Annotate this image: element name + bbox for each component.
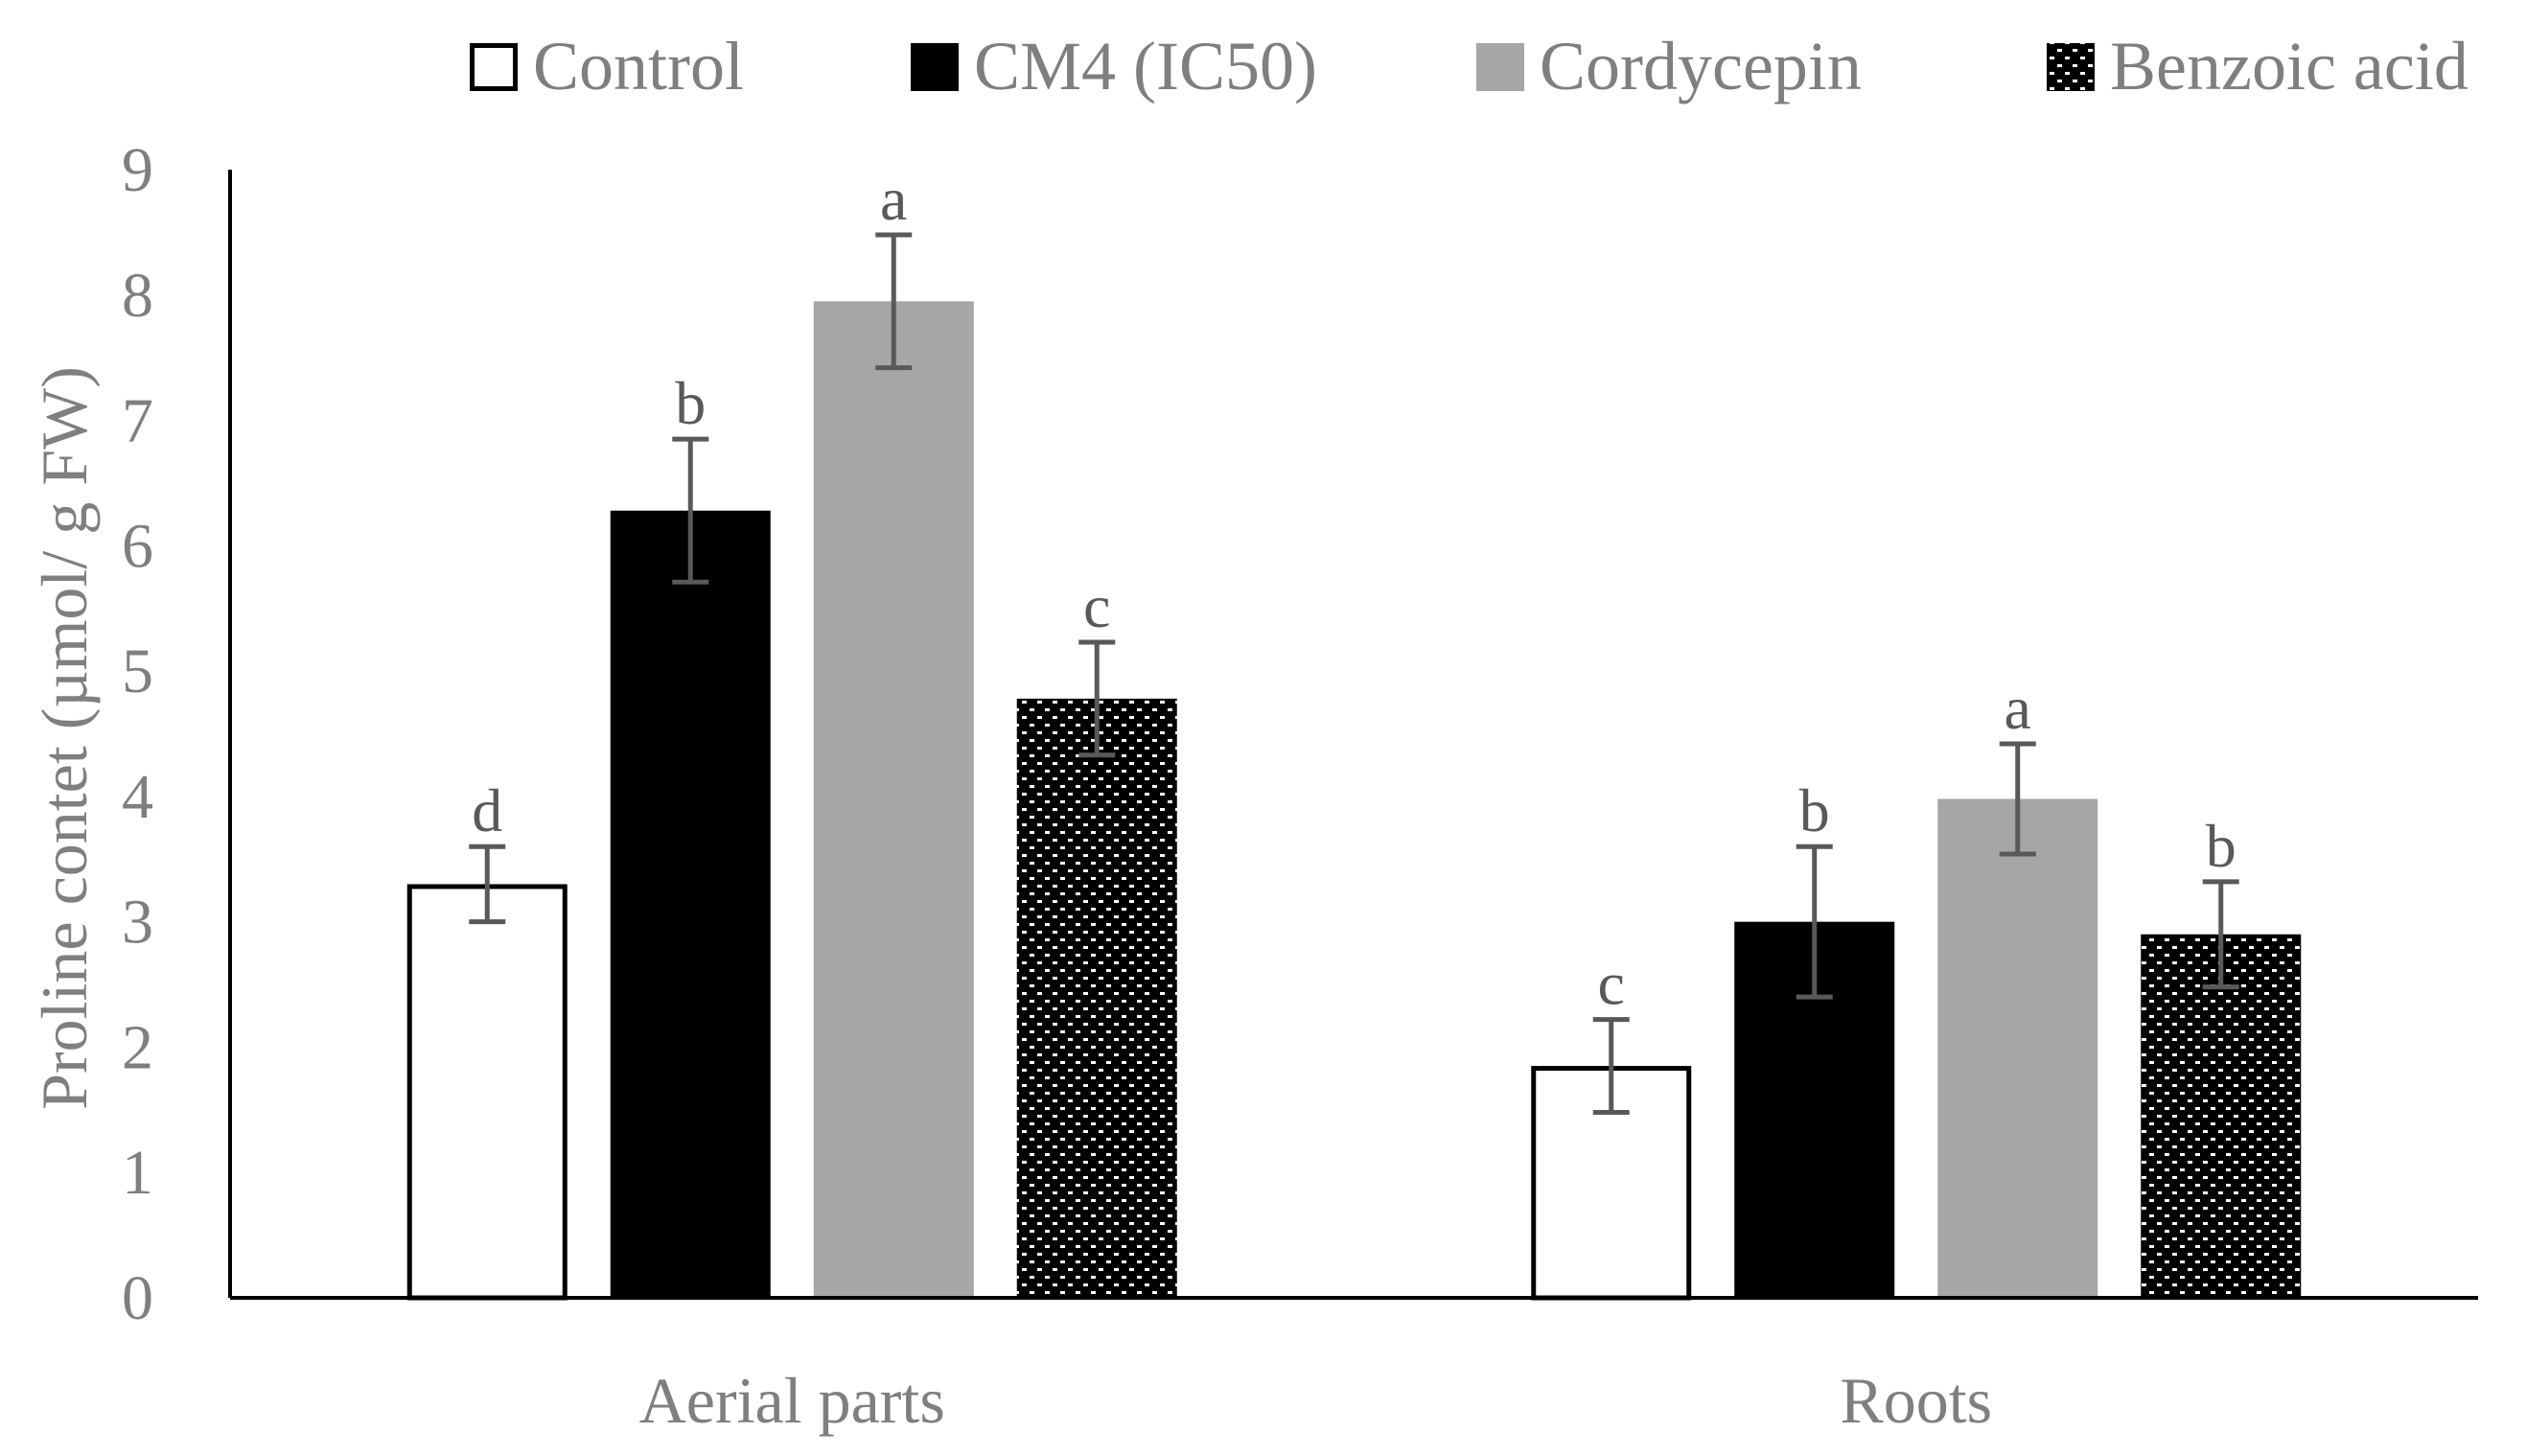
legend-swatch-1 bbox=[911, 43, 959, 91]
y-tick-label-1: 1 bbox=[122, 1138, 153, 1208]
x-axis-category-labels: Aerial parts Roots bbox=[639, 1364, 1992, 1437]
bar-0-2 bbox=[813, 301, 974, 1299]
legend-swatch-2 bbox=[1476, 43, 1524, 91]
bar-0-3 bbox=[1016, 698, 1177, 1298]
y-tick-label-5: 5 bbox=[122, 636, 153, 706]
bars bbox=[406, 301, 2302, 1301]
legend-swatch-0 bbox=[470, 43, 518, 91]
x-category-label-1: Roots bbox=[1840, 1364, 1992, 1437]
significance-label-0-1: b bbox=[675, 369, 706, 437]
y-tick-label-9: 9 bbox=[122, 135, 153, 205]
y-axis-title: Proline contet (µmol/ g FW) bbox=[28, 366, 101, 1110]
significance-label-0-2: a bbox=[880, 165, 907, 233]
bar-0-1 bbox=[610, 510, 771, 1298]
legend: Control CM4 (IC50) Cordycepin Benzoic acid bbox=[470, 28, 2468, 104]
y-tick-label-8: 8 bbox=[122, 261, 153, 331]
y-tick-label-3: 3 bbox=[122, 888, 153, 958]
legend-label-2: Cordycepin bbox=[1540, 28, 1862, 104]
bar-1-2 bbox=[1937, 798, 2098, 1298]
y-tick-label-4: 4 bbox=[122, 762, 153, 832]
significance-labels: d b a c c b a b bbox=[472, 165, 2236, 1018]
significance-label-1-3: b bbox=[2206, 812, 2236, 880]
bar-1-3 bbox=[2141, 934, 2302, 1298]
legend-label-3: Benzoic acid bbox=[2110, 28, 2468, 104]
error-bars bbox=[469, 232, 2239, 1115]
legend-label-1: CM4 (IC50) bbox=[974, 28, 1317, 104]
x-category-label-0: Aerial parts bbox=[639, 1364, 945, 1437]
legend-label-0: Control bbox=[533, 28, 744, 104]
y-axis-ticks: 0 1 2 3 4 5 6 7 8 9 bbox=[122, 135, 153, 1333]
significance-label-0-3: c bbox=[1083, 572, 1110, 640]
bar-0-0 bbox=[406, 884, 568, 1301]
y-tick-label-2: 2 bbox=[122, 1012, 153, 1082]
significance-label-1-1: b bbox=[1799, 776, 1830, 844]
significance-label-0-0: d bbox=[472, 776, 502, 844]
significance-label-1-0: c bbox=[1598, 950, 1625, 1018]
y-tick-label-6: 6 bbox=[122, 511, 153, 581]
y-tick-label-7: 7 bbox=[122, 386, 153, 456]
significance-label-1-2: a bbox=[2005, 674, 2031, 742]
y-tick-label-0: 0 bbox=[122, 1263, 153, 1333]
legend-swatch-3 bbox=[2047, 43, 2095, 91]
